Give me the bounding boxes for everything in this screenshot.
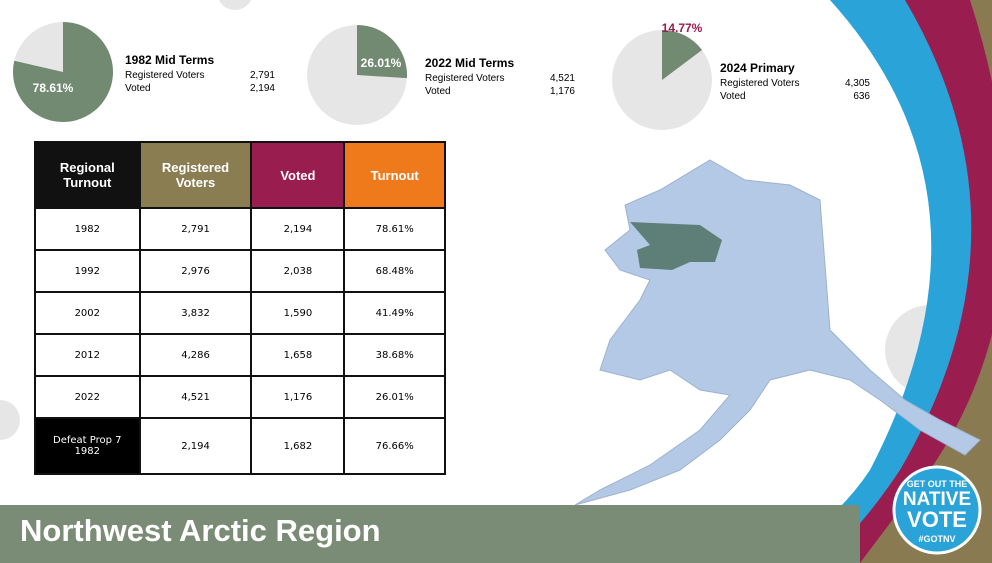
stat-value: 2,791 xyxy=(250,70,275,81)
table-cell: 1982 xyxy=(34,207,141,251)
table-cell: 1992 xyxy=(34,249,141,293)
table-cell: 2002 xyxy=(34,291,141,335)
pie-slice xyxy=(662,30,703,80)
pie-title: 2022 Mid Terms xyxy=(425,56,514,70)
pie-label: 78.61% xyxy=(33,81,74,95)
stat-value: 2,194 xyxy=(250,83,275,94)
table-cell: 38.68% xyxy=(343,333,446,377)
header-cell: Voted xyxy=(250,141,346,209)
stat-value: 1,176 xyxy=(550,86,575,97)
stat-label: Registered Voters xyxy=(125,70,205,81)
stat-label: Voted xyxy=(125,83,151,94)
badge-text: #GOTNV xyxy=(918,534,955,544)
decor-circle xyxy=(0,400,20,440)
pie-label: 26.01% xyxy=(361,56,402,70)
table-cell: Defeat Prop 7 1982 xyxy=(34,417,141,475)
pie-title: 1982 Mid Terms xyxy=(125,53,214,67)
table-cell: 2012 xyxy=(34,333,141,377)
region-title: Northwest Arctic Region xyxy=(20,513,381,548)
stat-label: Registered Voters xyxy=(720,78,800,89)
table-cell: 2022 xyxy=(34,375,141,419)
table-cell: 68.48% xyxy=(343,249,446,293)
header-cell: Registered Voters xyxy=(138,141,253,209)
table-cell: 1,658 xyxy=(250,333,346,377)
table-cell: 2,791 xyxy=(138,207,253,251)
decor-circle xyxy=(218,0,252,10)
table-row: 2002 3,832 1,590 41.49% xyxy=(34,291,446,335)
table-row: 2012 4,286 1,658 38.68% xyxy=(34,333,446,377)
stat-label: Voted xyxy=(425,86,451,97)
table-cell: 26.01% xyxy=(343,375,446,419)
decor-arc xyxy=(860,0,992,563)
table-cell: 2,194 xyxy=(138,417,253,475)
table-cell: 76.66% xyxy=(343,417,446,475)
badge-text: VOTE xyxy=(907,507,967,532)
table-row: 1982 2,791 2,194 78.61% xyxy=(34,207,446,251)
badge-text: GET OUT THE xyxy=(907,479,968,489)
region-highlight xyxy=(630,222,722,270)
table-cell: 2,038 xyxy=(250,249,346,293)
header-cell: Regional Turnout xyxy=(34,141,141,209)
table-row: 2022 4,521 1,176 26.01% xyxy=(34,375,446,419)
stat-value: 4,521 xyxy=(550,73,575,84)
stat-label: Registered Voters xyxy=(425,73,505,84)
table-cell: 2,976 xyxy=(138,249,253,293)
header-row: Regional Turnout Registered Voters Voted Tu… xyxy=(34,141,446,209)
table-cell: 41.49% xyxy=(343,291,446,335)
table-row: Defeat Prop 7 1982 2,194 1,682 76.66% xyxy=(34,417,446,475)
table-cell: 4,521 xyxy=(138,375,253,419)
badge xyxy=(892,465,982,555)
footer-bar: Northwest Arctic Region xyxy=(0,505,860,563)
table-cell: 1,682 xyxy=(250,417,346,475)
table-cell: 1,590 xyxy=(250,291,346,335)
pie-title: 2024 Primary xyxy=(720,61,795,75)
table-cell: 3,832 xyxy=(138,291,253,335)
decor-arc xyxy=(820,0,992,563)
pie-slice xyxy=(12,22,113,123)
header-cell: Turnout xyxy=(343,141,446,209)
pie-slice xyxy=(357,25,407,79)
table-row: 1992 2,976 2,038 68.48% xyxy=(34,249,446,293)
stat-value: 4,305 xyxy=(845,78,870,89)
table-cell: 2,194 xyxy=(250,207,346,251)
pie-label: 14.77% xyxy=(662,21,703,35)
stat-label: Voted xyxy=(720,91,746,102)
badge-text: NATIVE xyxy=(903,489,971,510)
table-cell: 4,286 xyxy=(138,333,253,377)
turnout-table: Regional Turnout Registered Voters Voted Tu… xyxy=(34,141,446,475)
stat-value: 636 xyxy=(853,91,870,102)
table-cell: 78.61% xyxy=(343,207,446,251)
table-cell: 1,176 xyxy=(250,375,346,419)
